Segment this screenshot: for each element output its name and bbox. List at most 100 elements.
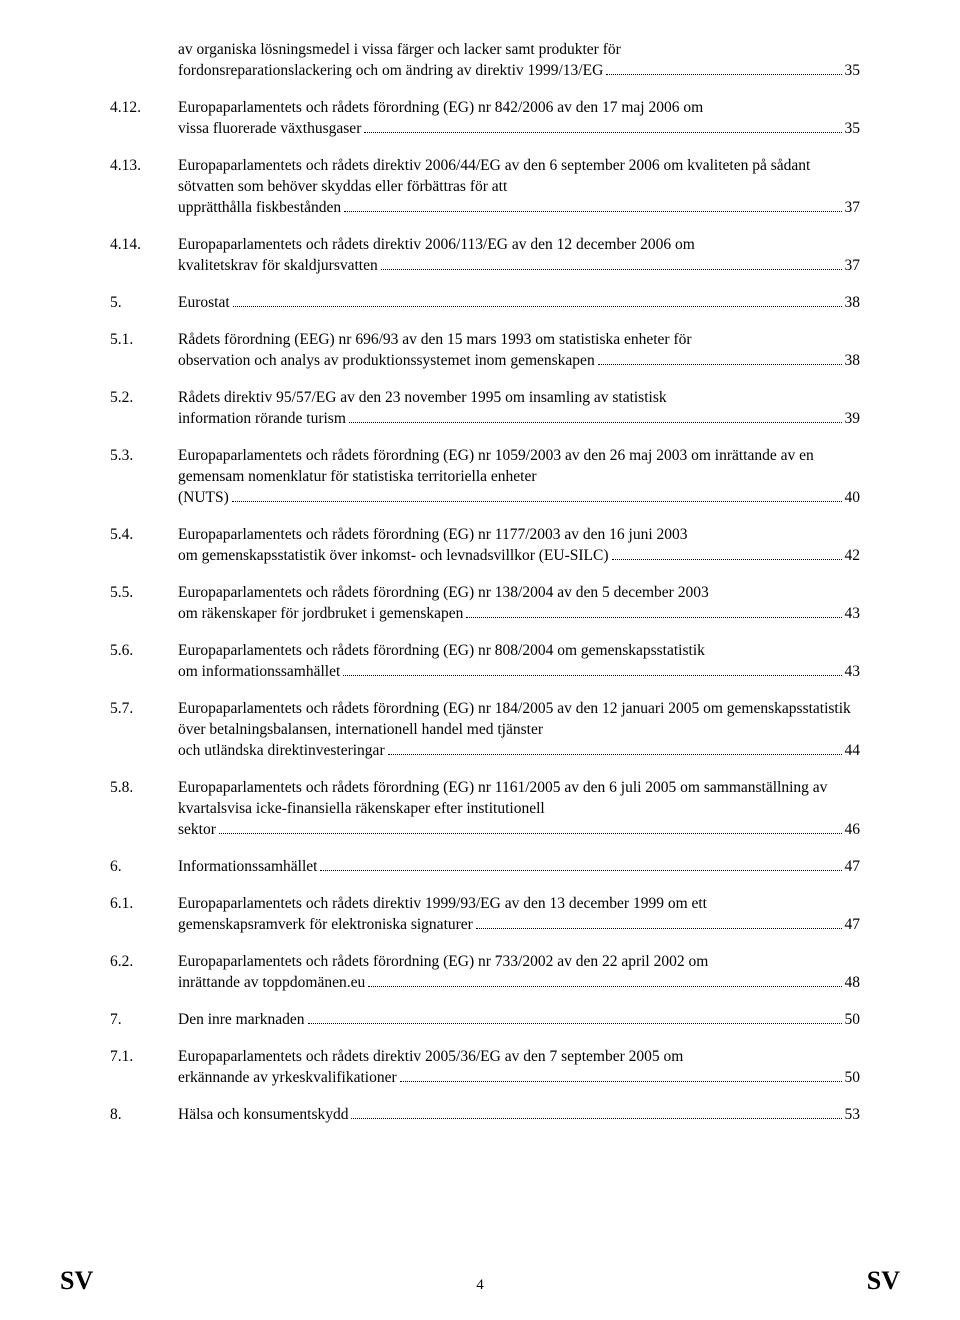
toc-entry-body: Europaparlamentets och rådets förordning… xyxy=(178,446,860,509)
toc-entry-number: 5.2. xyxy=(110,388,178,409)
toc-entry: 7.Den inre marknaden50 xyxy=(110,1010,860,1031)
toc-entry-page: 48 xyxy=(845,973,861,994)
toc-entry-lastline-row: om informationssamhället43 xyxy=(178,662,860,683)
toc-entry-lastline-row: om gemenskapsstatistik över inkomst- och… xyxy=(178,546,860,567)
toc-leader-dots xyxy=(344,198,841,212)
toc-entry-body: Europaparlamentets och rådets förordning… xyxy=(178,583,860,625)
toc-entry: 5.2.Rådets direktiv 95/57/EG av den 23 n… xyxy=(110,388,860,430)
toc-entry-lastline: erkännande av yrkeskvalifikationer xyxy=(178,1068,397,1089)
toc-leader-dots xyxy=(400,1068,842,1082)
toc-entry: 4.13.Europaparlamentets och rådets direk… xyxy=(110,156,860,219)
toc-leader-dots xyxy=(343,662,841,676)
toc-entry-lastline-row: fordonsreparationslackering och om ändri… xyxy=(178,61,860,82)
toc-entry-lastline-row: Eurostat38 xyxy=(178,293,860,314)
toc-entry-body: Europaparlamentets och rådets direktiv 1… xyxy=(178,894,860,936)
toc-entry-page: 35 xyxy=(845,61,861,82)
toc-entry-lastline: Eurostat xyxy=(178,293,230,314)
toc-entry-lastline-row: observation och analys av produktionssys… xyxy=(178,351,860,372)
toc-entry-text: Europaparlamentets och rådets förordning… xyxy=(178,699,860,741)
toc-entry-number: 5. xyxy=(110,293,178,314)
toc-entry-number: 5.7. xyxy=(110,699,178,720)
toc-entry: av organiska lösningsmedel i vissa färge… xyxy=(110,40,860,82)
toc-entry-body: Hälsa och konsumentskydd53 xyxy=(178,1105,860,1126)
toc-entry-lastline: inrättande av toppdomänen.eu xyxy=(178,973,365,994)
toc-entry-lastline: fordonsreparationslackering och om ändri… xyxy=(178,61,603,82)
toc-entry-text: Europaparlamentets och rådets förordning… xyxy=(178,525,860,546)
toc-entry-lastline: (NUTS) xyxy=(178,488,229,509)
toc-entry: 4.12.Europaparlamentets och rådets föror… xyxy=(110,98,860,140)
toc-entry-lastline-row: vissa fluorerade växthusgaser 35 xyxy=(178,119,860,140)
toc-leader-dots xyxy=(368,973,841,987)
toc-entry-lastline-row: om räkenskaper för jordbruket i gemenska… xyxy=(178,604,860,625)
toc-leader-dots xyxy=(381,256,842,270)
toc-entry-lastline: om räkenskaper för jordbruket i gemenska… xyxy=(178,604,463,625)
toc-entry-lastline: kvalitetskrav för skaldjursvatten xyxy=(178,256,378,277)
document-page: av organiska lösningsmedel i vissa färge… xyxy=(0,0,960,1320)
table-of-contents: av organiska lösningsmedel i vissa färge… xyxy=(110,40,860,1126)
toc-entry: 5.4.Europaparlamentets och rådets förord… xyxy=(110,525,860,567)
toc-entry-body: Europaparlamentets och rådets direktiv 2… xyxy=(178,235,860,277)
toc-entry-lastline-row: upprätthålla fiskbestånden37 xyxy=(178,198,860,219)
toc-entry-lastline-row: sektor46 xyxy=(178,820,860,841)
toc-entry-page: 50 xyxy=(845,1068,861,1089)
toc-entry-lastline-row: Informationssamhället47 xyxy=(178,857,860,878)
toc-entry-page: 40 xyxy=(845,488,861,509)
toc-entry-lastline-row: och utländska direktinvesteringar44 xyxy=(178,741,860,762)
toc-leader-dots xyxy=(598,351,842,365)
toc-entry-lastline-row: erkännande av yrkeskvalifikationer 50 xyxy=(178,1068,860,1089)
toc-entry-page: 39 xyxy=(845,409,861,430)
toc-entry-lastline: information rörande turism xyxy=(178,409,346,430)
toc-entry-text: Europaparlamentets och rådets förordning… xyxy=(178,641,860,662)
toc-entry-page: 35 xyxy=(845,119,861,140)
toc-entry-page: 38 xyxy=(845,351,861,372)
toc-leader-dots xyxy=(320,857,841,871)
toc-entry-number: 6.1. xyxy=(110,894,178,915)
toc-entry-number: 7. xyxy=(110,1010,178,1031)
toc-entry-lastline: gemenskapsramverk för elektroniska signa… xyxy=(178,915,473,936)
toc-leader-dots xyxy=(466,604,841,618)
toc-entry: 5.7.Europaparlamentets och rådets förord… xyxy=(110,699,860,762)
toc-entry-text: Europaparlamentets och rådets förordning… xyxy=(178,98,860,119)
toc-entry-text: Rådets direktiv 95/57/EG av den 23 novem… xyxy=(178,388,860,409)
toc-entry-text: Europaparlamentets och rådets direktiv 1… xyxy=(178,894,860,915)
toc-entry-number: 5.5. xyxy=(110,583,178,604)
toc-entry-body: Europaparlamentets och rådets förordning… xyxy=(178,641,860,683)
toc-entry-page: 44 xyxy=(845,741,861,762)
toc-entry-text: Europaparlamentets och rådets förordning… xyxy=(178,583,860,604)
toc-entry-text: Europaparlamentets och rådets förordning… xyxy=(178,446,860,488)
toc-entry-body: Eurostat38 xyxy=(178,293,860,314)
toc-entry-lastline: om gemenskapsstatistik över inkomst- och… xyxy=(178,546,609,567)
toc-entry-number: 5.4. xyxy=(110,525,178,546)
toc-entry-page: 47 xyxy=(845,857,861,878)
toc-entry-body: Den inre marknaden50 xyxy=(178,1010,860,1031)
toc-entry-lastline: vissa fluorerade växthusgaser xyxy=(178,119,361,140)
toc-entry: 7.1.Europaparlamentets och rådets direkt… xyxy=(110,1047,860,1089)
toc-entry-body: av organiska lösningsmedel i vissa färge… xyxy=(178,40,860,82)
toc-entry-page: 42 xyxy=(845,546,861,567)
toc-entry-page: 53 xyxy=(845,1105,861,1126)
toc-entry-page: 37 xyxy=(845,256,861,277)
toc-entry-number: 5.8. xyxy=(110,778,178,799)
toc-entry-page: 47 xyxy=(845,915,861,936)
toc-entry-text: Europaparlamentets och rådets direktiv 2… xyxy=(178,1047,860,1068)
toc-entry-body: Europaparlamentets och rådets förordning… xyxy=(178,699,860,762)
toc-entry-text: Europaparlamentets och rådets direktiv 2… xyxy=(178,156,860,198)
toc-entry-text: av organiska lösningsmedel i vissa färge… xyxy=(178,40,860,61)
toc-entry-number: 5.6. xyxy=(110,641,178,662)
toc-entry-number: 7.1. xyxy=(110,1047,178,1068)
toc-entry-number: 5.1. xyxy=(110,330,178,351)
toc-entry-text: Europaparlamentets och rådets direktiv 2… xyxy=(178,235,860,256)
toc-entry-body: Rådets förordning (EEG) nr 696/93 av den… xyxy=(178,330,860,372)
toc-entry-text: Rådets förordning (EEG) nr 696/93 av den… xyxy=(178,330,860,351)
toc-leader-dots xyxy=(364,119,841,133)
toc-entry-page: 43 xyxy=(845,604,861,625)
toc-entry-lastline-row: kvalitetskrav för skaldjursvatten 37 xyxy=(178,256,860,277)
toc-entry-body: Europaparlamentets och rådets direktiv 2… xyxy=(178,1047,860,1089)
toc-entry-body: Europaparlamentets och rådets direktiv 2… xyxy=(178,156,860,219)
footer-right: SV xyxy=(867,1266,900,1296)
toc-entry: 5.6.Europaparlamentets och rådets förord… xyxy=(110,641,860,683)
toc-entry-page: 50 xyxy=(845,1010,861,1031)
toc-entry-lastline: upprätthålla fiskbestånden xyxy=(178,198,341,219)
toc-entry: 5.Eurostat38 xyxy=(110,293,860,314)
toc-entry-text: Europaparlamentets och rådets förordning… xyxy=(178,952,860,973)
